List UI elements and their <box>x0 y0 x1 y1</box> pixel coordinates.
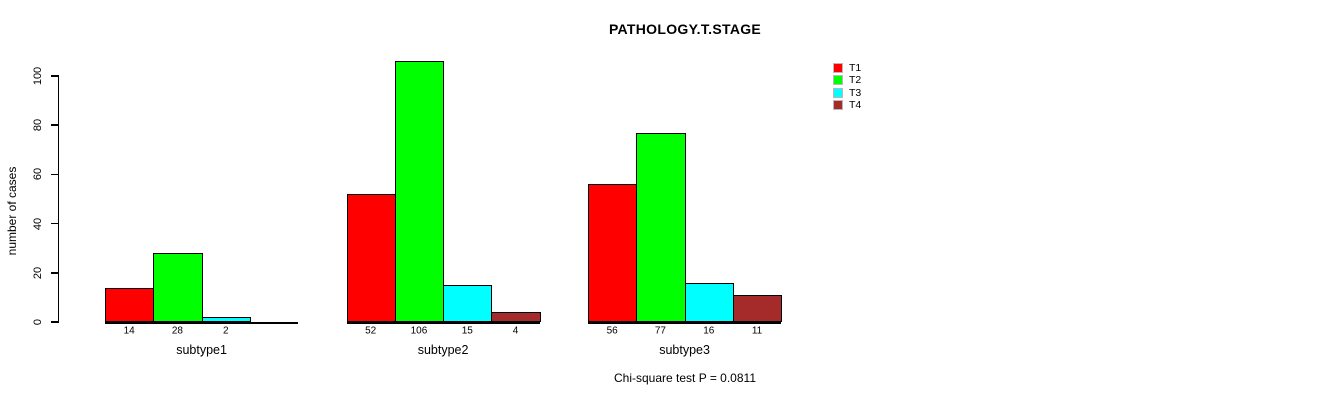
x-category-label: subtype1 <box>176 343 227 357</box>
legend-label-t1: T1 <box>849 62 862 74</box>
y-tick-mark <box>51 173 58 176</box>
bar-value-label: 14 <box>123 325 135 337</box>
bar-value-label: 16 <box>703 325 715 337</box>
bar-value-label: 77 <box>654 325 666 337</box>
legend-swatch-t3 <box>833 87 843 98</box>
group-baseline <box>105 322 299 324</box>
bar-t3-subtype2 <box>443 285 493 322</box>
legend-swatch-t1 <box>833 63 843 73</box>
legend-swatch-t2 <box>833 75 843 86</box>
y-tick-label: 100 <box>32 66 44 86</box>
y-tick-label: 60 <box>32 168 44 181</box>
y-tick-mark <box>51 75 58 77</box>
bar-value-label: 56 <box>606 325 618 337</box>
bar-value-label: 28 <box>171 325 183 337</box>
y-tick-label: 40 <box>32 217 44 230</box>
bar-t3-subtype1 <box>201 317 251 322</box>
y-tick-mark <box>51 321 58 323</box>
group-baseline <box>346 322 540 324</box>
bar-value-label: 15 <box>461 325 473 337</box>
bar-t2-subtype2 <box>394 61 445 322</box>
x-category-label: subtype3 <box>659 343 710 357</box>
legend-label-t2: T2 <box>849 74 862 87</box>
y-tick-mark <box>51 222 58 225</box>
bar-t1-subtype1 <box>105 287 155 322</box>
legend-swatch-t4 <box>833 100 843 111</box>
bar-t2-subtype1 <box>153 253 203 322</box>
bar-value-label: 106 <box>410 325 428 337</box>
bar-t1-subtype2 <box>346 194 396 322</box>
bar-value-label: 11 <box>751 325 763 337</box>
bar-t2-subtype3 <box>636 132 686 322</box>
bar-t1-subtype3 <box>588 184 638 322</box>
bar-value-label: 4 <box>512 325 519 337</box>
legend-label-t3: T3 <box>849 86 862 99</box>
y-tick-mark <box>51 272 58 274</box>
chi-square-annotation: Chi-square test P = 0.0811 <box>614 371 756 385</box>
y-axis-line <box>57 75 59 323</box>
chart-title: PATHOLOGY.T.STAGE <box>608 21 762 37</box>
bar-value-label: 52 <box>365 325 377 337</box>
y-tick-mark <box>51 124 58 126</box>
y-tick-label: 0 <box>32 318 44 326</box>
group-baseline <box>588 322 782 324</box>
bar-t4-subtype2 <box>491 312 541 322</box>
bar-value-label: 2 <box>222 325 229 337</box>
legend-label-t4: T4 <box>849 99 862 112</box>
y-tick-label: 20 <box>32 266 44 279</box>
y-axis-label: number of cases <box>5 166 19 256</box>
bar-t4-subtype3 <box>732 294 783 322</box>
y-tick-label: 80 <box>32 119 44 132</box>
x-category-label: subtype2 <box>417 343 469 357</box>
bar-t3-subtype3 <box>684 282 734 322</box>
